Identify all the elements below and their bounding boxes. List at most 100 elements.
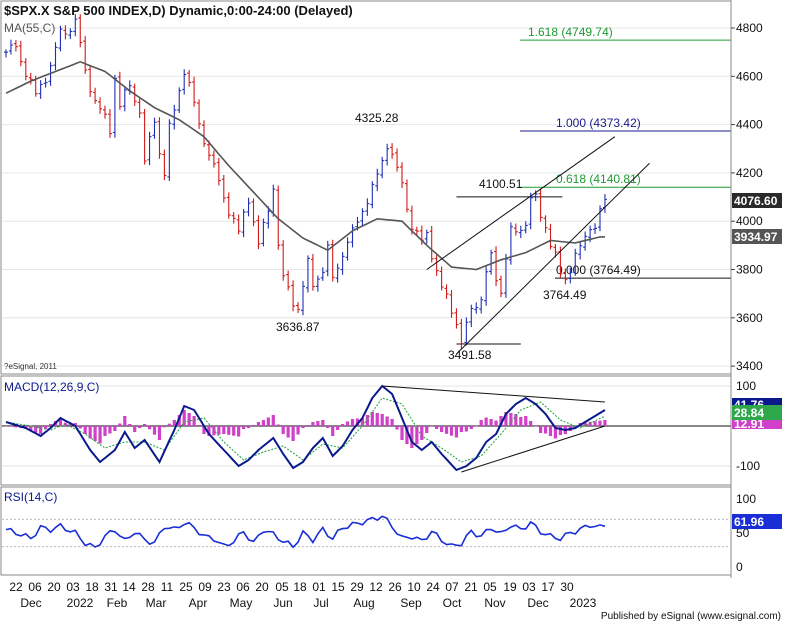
x-tick-label: 20: [255, 580, 269, 594]
macd-histogram-bar: [202, 426, 206, 434]
macd-histogram-bar: [593, 421, 597, 426]
macd-histogram-bar: [286, 426, 290, 438]
macd-histogram-bar: [227, 426, 231, 435]
macd-histogram-bar: [261, 420, 265, 426]
macd-histogram-bar: [529, 421, 533, 426]
last-ma-tag-bg: [732, 229, 782, 244]
macd-histogram-bar: [425, 426, 429, 433]
x-tick-label: 29: [350, 580, 364, 594]
signal-value-tag: 28.84: [734, 406, 764, 420]
macd-histogram-bar: [48, 424, 53, 426]
macd-histogram-bar: [588, 421, 592, 426]
macd-histogram-bar: [73, 423, 77, 426]
macd-trendline: [461, 425, 606, 473]
x-tick-label: 03: [66, 580, 80, 594]
macd-histogram-bar: [301, 426, 305, 428]
macd-histogram-bar: [143, 424, 147, 426]
macd-histogram-bar: [459, 426, 463, 432]
macd-histogram-bar: [326, 426, 330, 428]
macd-histogram-bar: [207, 426, 211, 436]
x-tick-label: 31: [104, 580, 118, 594]
price-annotation: 3491.58: [448, 348, 492, 362]
x-month-label: Jun: [273, 596, 292, 610]
macd-histogram-bar: [242, 426, 246, 429]
macd-histogram-bar: [167, 423, 171, 426]
x-month-label: Dec: [20, 596, 41, 610]
x-tick-label: 19: [503, 580, 517, 594]
macd-histogram-bar: [405, 426, 409, 444]
macd-histogram-bar: [182, 410, 186, 426]
macd-histogram-bar: [34, 426, 38, 433]
x-tick-label: 06: [28, 580, 42, 594]
price-y-tick-label: 4000: [736, 214, 763, 228]
macd-histogram-bar: [128, 424, 132, 426]
macd-line: [5, 384, 606, 472]
x-month-label: Feb: [107, 596, 128, 610]
macd-histogram-bar: [256, 422, 261, 426]
macd-histogram-bar: [172, 420, 176, 426]
macd-histogram-bar: [306, 425, 310, 426]
x-tick-label: 01: [312, 580, 326, 594]
copyright-text: ?eSignal, 2011: [4, 362, 57, 371]
macd-histogram-bar: [469, 426, 473, 429]
macd-histogram-bar: [385, 416, 389, 426]
footer-text: Published by eSignal (www.esignal.com): [601, 611, 781, 622]
x-month-label: Apr: [189, 596, 208, 610]
x-month-label: Sep: [400, 596, 422, 610]
price-y-tick-label: 4600: [736, 69, 763, 83]
macd-histogram-bar: [350, 419, 355, 426]
macd-trendline: [382, 385, 605, 403]
macd-histogram-bar: [232, 426, 236, 436]
macd-histogram-bar: [281, 426, 285, 434]
macd-histogram-bar: [504, 412, 508, 426]
macd-histogram-bar: [454, 426, 459, 438]
macd-histogram-bar: [484, 417, 488, 426]
x-tick-label: 17: [541, 580, 555, 594]
rsi-y-tick-label: 50: [736, 526, 750, 540]
macd-histogram-bar: [68, 422, 72, 426]
macd-histogram-bar: [222, 426, 226, 434]
macd-histogram-bar: [375, 413, 379, 426]
macd-histogram-bar: [133, 426, 137, 432]
ma-55-line: [5, 60, 605, 271]
macd-histogram-bar: [138, 426, 142, 428]
hist-value-tag-bg: [732, 418, 782, 429]
macd-histogram-bar: [415, 426, 419, 444]
macd-histogram-bar: [39, 426, 43, 434]
price-annotation: 3636.87: [276, 320, 320, 334]
x-tick-label: 05: [275, 580, 289, 594]
macd-histogram-bar: [118, 423, 122, 426]
macd-histogram-bar: [583, 422, 587, 426]
macd-histogram-bar: [509, 413, 513, 426]
x-tick-label: 26: [388, 580, 402, 594]
price-annotation: 4325.28: [355, 111, 399, 125]
macd-histogram-bar: [410, 426, 414, 448]
price-y-tick-label: 4200: [736, 166, 763, 180]
macd-histogram-bar: [449, 426, 454, 436]
x-tick-label: 15: [331, 580, 345, 594]
x-tick-label: 25: [179, 580, 193, 594]
macd-histogram-bar: [321, 420, 325, 426]
x-month-label: 2022: [67, 596, 94, 610]
macd-histogram-bar: [355, 418, 360, 426]
macd-histogram-bar: [539, 426, 543, 433]
macd-histogram-bar: [400, 426, 404, 440]
x-month-label: May: [230, 596, 253, 610]
x-month-label: Aug: [353, 596, 374, 610]
macd-histogram-bar: [237, 426, 241, 437]
macd-histogram-bar: [44, 426, 48, 429]
macd-histogram-bar: [29, 426, 33, 431]
macd-histogram-bar: [108, 426, 112, 434]
rsi-chart: [5, 515, 606, 549]
price-annotations: 4325.28 3636.87 4100.51 3764.49 3491.58: [276, 111, 587, 362]
fib-label: 0.618 (4140.81): [556, 172, 641, 186]
x-tick-label: 30: [560, 580, 574, 594]
macd-histogram-bar: [276, 424, 280, 426]
x-month-label: Jul: [313, 596, 328, 610]
chart-title: $SPX.X S&P 500 INDEX,D) Dynamic,0:00-24:…: [4, 3, 353, 18]
price-y-tick-label: 3800: [736, 263, 763, 277]
macd-histogram-bar: [9, 426, 13, 427]
macd-histogram-bar: [499, 416, 503, 426]
price-trendline: [456, 162, 650, 355]
